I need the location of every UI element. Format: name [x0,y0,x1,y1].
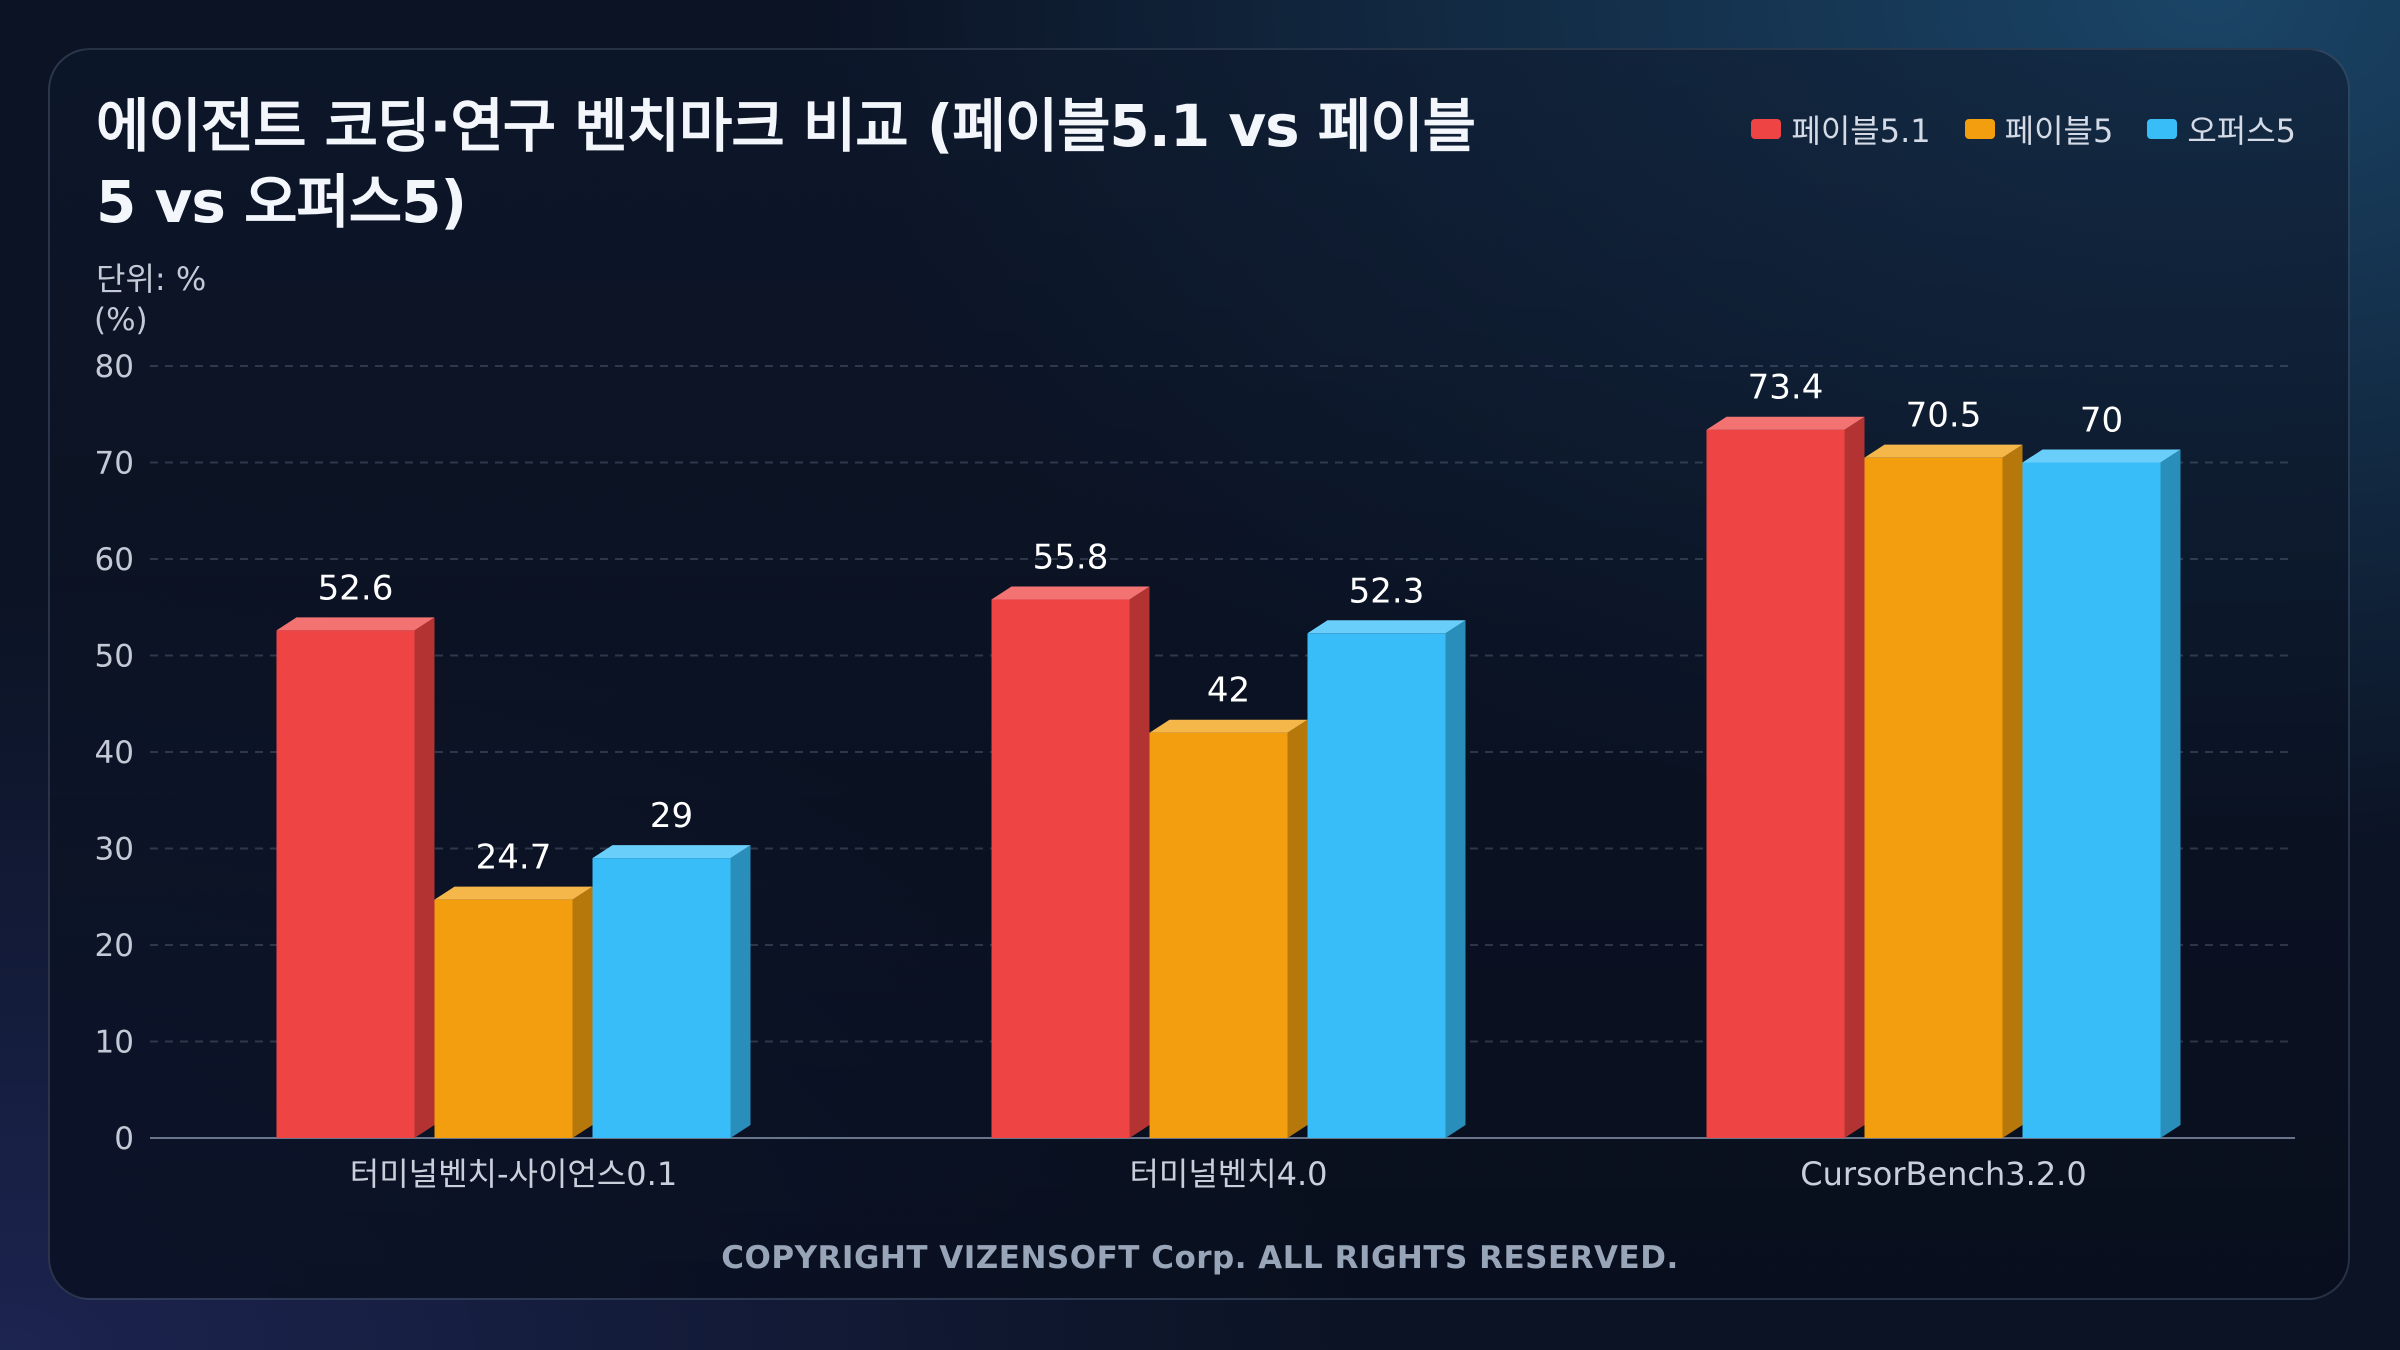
bar [991,599,1130,1138]
copyright-footer: COPYRIGHT VIZENSOFT Corp. ALL RIGHTS RES… [721,1240,1679,1276]
y-tick-label: 20 [95,928,134,964]
y-tick-label: 50 [95,639,134,675]
bar-side [572,886,593,1138]
bar [1307,633,1446,1138]
bar [434,899,573,1138]
x-tick-label: 터미널벤치4.0 [1129,1155,1327,1193]
data-label: 24.7 [476,838,552,878]
legend-label-fable5: 페이블5 [2004,112,2114,150]
bar-top [1149,719,1308,733]
y-tick-label: 30 [95,832,134,868]
legend: 페이블5.1 페이블5 오퍼스5 [1751,106,2296,152]
data-label: 42 [1207,671,1250,711]
bar-side [1445,620,1466,1138]
data-label: 70.5 [1906,396,1982,436]
bar [1706,429,1845,1138]
legend-label-opus5: 오퍼스5 [2187,112,2296,150]
bar-top [276,617,435,631]
legend-item-fable51: 페이블5.1 [1751,106,1931,152]
bar-top [434,886,593,900]
bar [276,630,415,1138]
y-axis-label: (%) [94,302,148,338]
bar-side [1844,416,1865,1138]
bar [592,858,731,1138]
bar [1864,457,2003,1138]
y-tick-label: 0 [114,1121,134,1157]
data-label: 52.3 [1349,571,1425,611]
bar-top [1307,620,1466,634]
bar-top [2022,449,2181,463]
bar-top [592,845,751,859]
bar-top [991,586,1150,600]
data-label: 73.4 [1748,368,1824,408]
bar [2022,462,2161,1138]
data-label: 52.6 [318,568,394,608]
legend-label-fable51: 페이블5.1 [1791,112,1931,150]
y-tick-label: 60 [95,542,134,578]
y-tick-label: 70 [95,446,134,482]
legend-item-opus5: 오퍼스5 [2147,106,2296,152]
x-tick-label: CursorBench3.2.0 [1800,1155,2086,1193]
legend-swatch-fable51 [1751,119,1782,139]
bar-top [1864,444,2023,458]
bar [1149,732,1288,1138]
data-label: 29 [650,796,693,836]
bar-side [2160,449,2181,1138]
unit-label: 단위: % [96,260,207,298]
bar-side [1129,586,1150,1138]
data-label: 70 [2080,401,2123,441]
chart-title: 에이전트 코딩·연구 벤치마크 비교 (페이블5.1 vs 페이블5 vs 오퍼… [96,92,1476,236]
bar-side [730,845,751,1138]
y-tick-label: 80 [95,349,134,385]
bar-side [2002,444,2023,1138]
legend-swatch-opus5 [2147,119,2178,139]
data-label: 55.8 [1033,538,1109,578]
bar-side [414,617,435,1138]
legend-item-fable5: 페이블5 [1964,106,2114,152]
bar-top [1706,416,1865,430]
y-tick-label: 10 [95,1025,134,1061]
bar-side [1287,719,1308,1138]
x-tick-label: 터미널벤치-사이언스0.1 [350,1155,677,1193]
legend-swatch-fable5 [1964,119,1995,139]
y-tick-label: 40 [95,735,134,771]
